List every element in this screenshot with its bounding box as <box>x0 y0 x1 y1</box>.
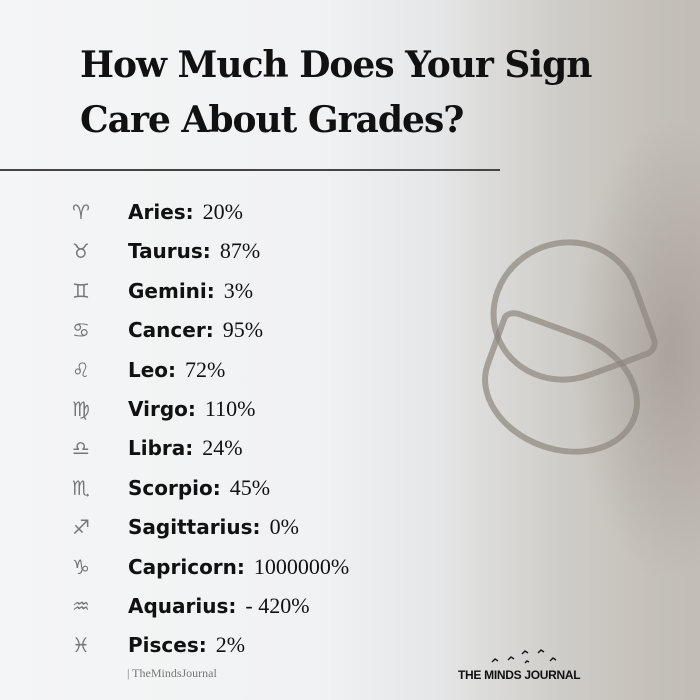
title-line-2: Care About Grades? <box>80 99 464 141</box>
birds-logo-icon <box>491 649 557 664</box>
libra-icon: ♎︎ <box>72 436 90 461</box>
title-line-1: How Much Does Your Sign <box>80 44 592 86</box>
sign-name: Scorpio: <box>128 475 221 500</box>
sign-name: Cancer: <box>128 318 214 343</box>
sign-value: 87% <box>219 238 261 264</box>
sign-row: ♋︎ Cancer: 95% <box>72 313 349 347</box>
sign-value: 95% <box>222 317 264 343</box>
sign-name: Pisces: <box>128 633 207 658</box>
sagittarius-icon: ♐︎ <box>72 515 90 540</box>
sign-row: ♈︎ Aries: 20% <box>72 195 349 229</box>
sign-row: ♊︎ Gemini: 3% <box>72 274 349 308</box>
sign-value: 110% <box>204 395 256 421</box>
sign-value: 0% <box>269 514 299 540</box>
sign-value: 1000000% <box>253 553 350 579</box>
sign-row: ♍︎ Virgo: 110% <box>72 392 349 426</box>
sign-name: Virgo: <box>128 396 196 421</box>
sign-name: Libra: <box>128 436 194 461</box>
sign-name: Taurus: <box>128 239 211 264</box>
aquarius-icon: ♒︎ <box>72 593 90 618</box>
book-background-image <box>440 0 700 700</box>
sign-row: ♎︎ Libra: 24% <box>72 431 349 465</box>
sign-value: 2% <box>215 632 246 658</box>
sign-row: ♓︎ Pisces: 2% <box>72 628 349 662</box>
sign-list: ♈︎ Aries: 20% ♉︎ Taurus: 87% ♊︎ Gemini: 3%… <box>72 195 349 668</box>
sign-name: Leo: <box>128 357 177 382</box>
sign-value: 72% <box>185 356 226 382</box>
sign-row: ♑︎ Capricorn: 1000000% <box>72 550 349 584</box>
scorpio-icon: ♏︎ <box>72 475 90 500</box>
capricorn-icon: ♑︎ <box>72 554 90 579</box>
virgo-icon: ♍︎ <box>72 396 90 421</box>
gemini-icon: ♊︎ <box>72 278 90 303</box>
sign-name: Aries: <box>128 200 194 224</box>
leo-icon: ♌︎ <box>72 357 90 382</box>
brand-logo: THE MINDS JOURNAL <box>458 668 581 682</box>
page-title: How Much Does Your Sign Care About Grade… <box>80 38 592 148</box>
sign-name: Sagittarius: <box>128 515 261 540</box>
sign-row: ♐︎ Sagittarius: 0% <box>72 510 349 544</box>
sign-value: 3% <box>223 277 254 303</box>
sign-value: 20% <box>202 199 243 224</box>
sign-name: Aquarius: <box>128 593 237 618</box>
pisces-icon: ♓︎ <box>72 633 90 658</box>
sign-row: ♏︎ Scorpio: 45% <box>72 471 349 505</box>
sign-name: Capricorn: <box>128 554 245 579</box>
sign-value: 24% <box>202 435 243 461</box>
divider <box>0 169 500 171</box>
sign-value: 45% <box>229 474 271 500</box>
sign-name: Gemini: <box>128 278 215 303</box>
sign-value: - 420% <box>245 592 310 618</box>
aries-icon: ♈︎ <box>72 200 90 224</box>
taurus-icon: ♉︎ <box>72 239 90 264</box>
sign-row: ♌︎ Leo: 72% <box>72 353 349 387</box>
cancer-icon: ♋︎ <box>72 318 90 343</box>
sign-row: ♒︎ Aquarius: - 420% <box>72 589 349 623</box>
sign-row: ♉︎ Taurus: 87% <box>72 234 349 268</box>
credit-text: | TheMindsJournal <box>127 666 217 680</box>
